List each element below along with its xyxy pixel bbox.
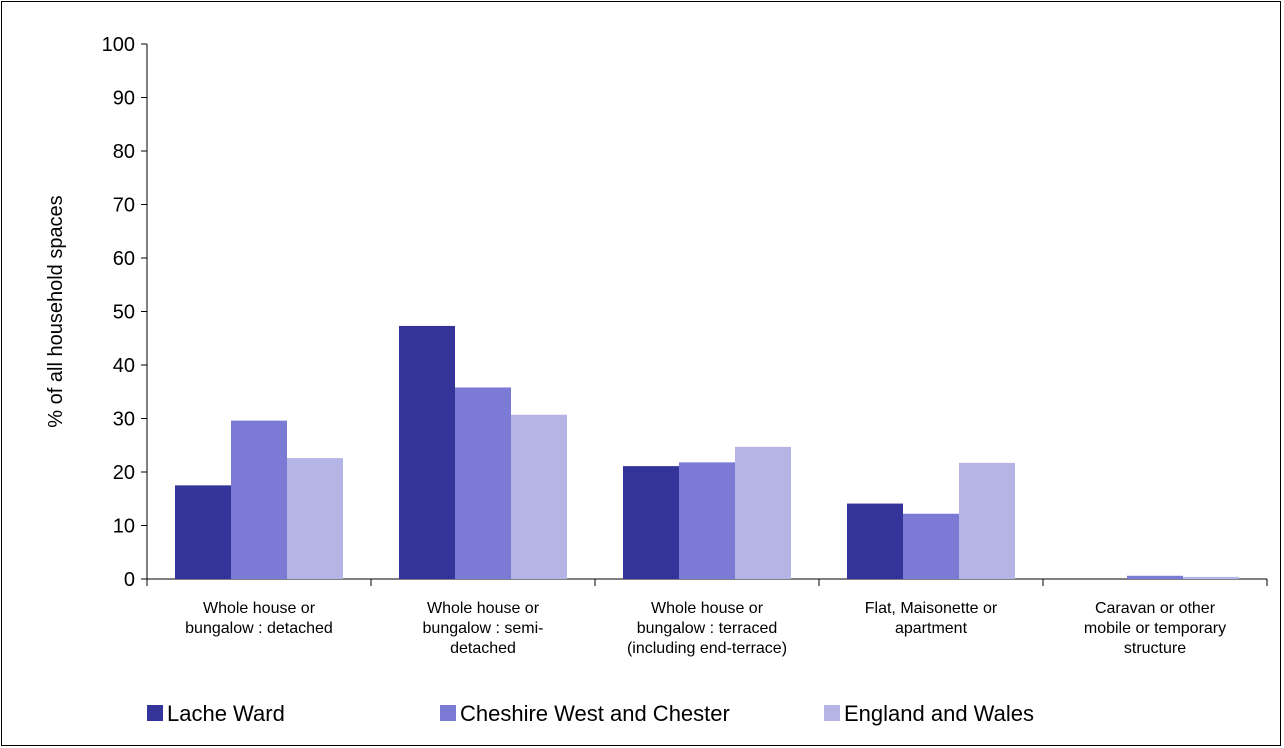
bar: [847, 503, 903, 579]
y-tick-label: 100: [102, 34, 135, 56]
legend: Lache Ward Cheshire West and Chester Engla…: [147, 701, 1034, 726]
category-label: bungalow : detached: [185, 620, 333, 637]
y-axis-title: % of all household spaces: [45, 195, 67, 427]
legend-label: Cheshire West and Chester: [460, 701, 730, 726]
legend-swatch: [824, 705, 840, 721]
bar: [959, 462, 1015, 579]
legend-swatch: [440, 705, 456, 721]
y-tick-label: 70: [113, 195, 135, 217]
bar: [231, 420, 287, 579]
y-tick-label: 90: [113, 88, 135, 110]
y-tick-label: 10: [113, 516, 135, 538]
bar: [511, 414, 567, 579]
legend-label: Lache Ward: [167, 701, 285, 726]
bar: [455, 387, 511, 579]
category-label: detached: [450, 640, 516, 657]
category-label: (including end-terrace): [627, 640, 787, 657]
legend-swatch: [147, 705, 163, 721]
bar: [1127, 575, 1183, 579]
bar: [679, 462, 735, 579]
bar: [903, 513, 959, 579]
category-label: Whole house or: [427, 600, 540, 617]
bar: [623, 466, 679, 579]
category-label: Caravan or other: [1095, 600, 1216, 617]
bar: [1183, 576, 1239, 579]
category-label: Whole house or: [203, 600, 316, 617]
y-tick-label: 30: [113, 409, 135, 431]
category-label: bungalow : semi-: [423, 620, 544, 637]
category-labels-group: Whole house or bungalow : detached Whole h…: [185, 600, 1226, 657]
category-label: Whole house or: [651, 600, 764, 617]
bar: [175, 485, 231, 579]
y-tick-label: 60: [113, 248, 135, 270]
category-label: mobile or temporary: [1084, 620, 1226, 637]
axes-group: 0 10 20 30 40 50 60 70 80 90 100: [102, 34, 1268, 591]
y-tick-label: 80: [113, 141, 135, 163]
category-label: structure: [1124, 640, 1186, 657]
category-label: apartment: [895, 620, 968, 637]
y-tick-label: 50: [113, 302, 135, 324]
bar: [287, 458, 343, 579]
y-tick-label: 40: [113, 355, 135, 377]
y-tick-label: 0: [124, 569, 135, 591]
bar: [735, 446, 791, 579]
bar: [399, 325, 455, 579]
category-label: bungalow : terraced: [637, 620, 778, 637]
bars-group: [175, 325, 1239, 579]
legend-label: England and Wales: [844, 701, 1034, 726]
category-label: Flat, Maisonette or: [865, 600, 998, 617]
y-tick-label: 20: [113, 462, 135, 484]
